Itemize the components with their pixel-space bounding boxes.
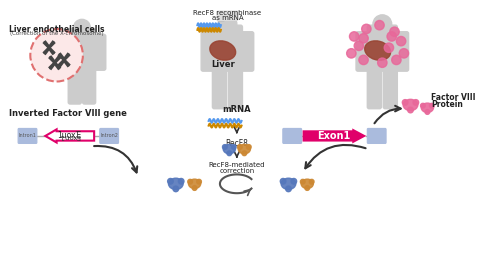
Circle shape [420,103,425,108]
Ellipse shape [238,144,251,154]
Circle shape [231,145,236,149]
Circle shape [396,36,406,46]
FancyBboxPatch shape [201,32,214,71]
Circle shape [30,29,83,82]
FancyArrowPatch shape [374,106,401,123]
Ellipse shape [281,178,296,190]
Circle shape [347,49,356,58]
FancyBboxPatch shape [356,32,369,71]
Circle shape [179,178,184,184]
Ellipse shape [365,41,391,60]
Text: Factor VIII: Factor VIII [431,93,476,102]
Circle shape [280,178,286,184]
FancyArrowPatch shape [305,145,366,168]
Circle shape [375,21,384,30]
Circle shape [218,15,237,34]
Circle shape [373,15,392,34]
FancyBboxPatch shape [383,66,397,109]
Circle shape [73,19,90,36]
Text: Intron2: Intron2 [100,133,118,139]
Text: as mRNA: as mRNA [212,15,243,21]
Text: 1uoxΈ: 1uoxΈ [58,131,82,140]
Ellipse shape [403,99,418,111]
FancyBboxPatch shape [68,65,81,104]
Ellipse shape [168,178,183,190]
FancyBboxPatch shape [367,129,386,143]
Ellipse shape [223,144,235,154]
FancyArrow shape [302,129,366,143]
Text: Exon1: Exon1 [59,133,81,139]
FancyBboxPatch shape [217,11,238,21]
Text: correction: correction [219,168,254,174]
Text: RecF8: RecF8 [226,139,248,148]
FancyBboxPatch shape [100,129,119,143]
Circle shape [349,32,359,41]
Circle shape [291,178,297,184]
FancyBboxPatch shape [367,25,397,71]
Circle shape [223,145,227,149]
FancyBboxPatch shape [240,32,254,71]
Circle shape [286,186,291,192]
FancyBboxPatch shape [83,65,96,104]
Circle shape [384,43,394,52]
Circle shape [359,55,368,65]
Circle shape [238,145,242,149]
Circle shape [359,34,368,43]
Circle shape [425,110,430,114]
Circle shape [246,145,251,149]
Circle shape [168,178,173,184]
Ellipse shape [301,179,313,188]
Circle shape [361,24,371,34]
Text: (Correction of the X-chromosome): (Correction of the X-chromosome) [10,31,103,36]
FancyBboxPatch shape [213,25,242,71]
FancyArrowPatch shape [94,146,137,173]
Circle shape [392,55,401,65]
FancyBboxPatch shape [68,28,96,70]
Circle shape [399,49,408,58]
Circle shape [413,100,419,105]
Circle shape [378,58,387,68]
Circle shape [192,186,197,190]
Circle shape [188,179,192,184]
FancyBboxPatch shape [396,32,408,71]
Circle shape [430,103,434,108]
Circle shape [242,151,247,156]
Text: Liver: Liver [211,60,235,69]
Circle shape [227,151,232,156]
Circle shape [309,179,314,184]
Text: Protein: Protein [431,100,463,109]
Text: Liver endothelial cells: Liver endothelial cells [9,25,104,34]
Ellipse shape [421,103,433,113]
FancyBboxPatch shape [58,34,70,70]
Circle shape [305,186,310,190]
Text: RecF8-mediated: RecF8-mediated [209,162,265,168]
Circle shape [197,179,202,184]
Ellipse shape [189,179,201,188]
Text: Inverted Factor VIII gene: Inverted Factor VIII gene [9,109,127,118]
Circle shape [402,100,408,105]
FancyBboxPatch shape [18,129,37,143]
Circle shape [173,186,179,192]
FancyBboxPatch shape [283,129,301,143]
Text: RecF8 recombinase: RecF8 recombinase [193,10,262,16]
FancyArrow shape [45,129,94,143]
Circle shape [387,32,396,41]
FancyBboxPatch shape [367,66,382,109]
Circle shape [300,179,305,184]
FancyBboxPatch shape [228,66,242,109]
Circle shape [408,107,413,113]
Circle shape [390,27,399,36]
Ellipse shape [210,41,236,60]
Text: Exon1: Exon1 [317,131,350,141]
FancyBboxPatch shape [94,34,106,70]
FancyBboxPatch shape [213,66,227,109]
Circle shape [354,41,363,50]
Text: Intron1: Intron1 [19,133,36,139]
Text: mRNA: mRNA [223,105,251,114]
